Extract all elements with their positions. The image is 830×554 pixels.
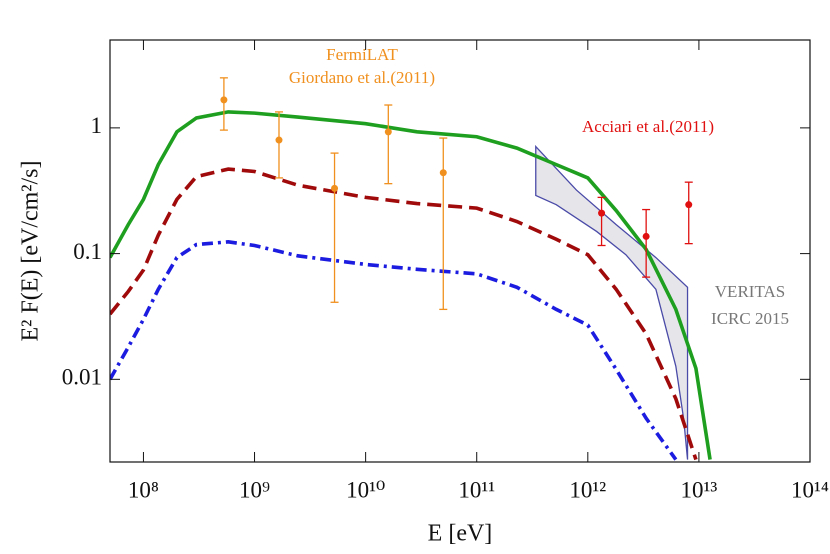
x-tick-label: 10¹⁰ <box>346 477 385 502</box>
data-point <box>384 128 392 136</box>
annotation: FermiLAT <box>326 45 398 64</box>
annotation: VERITAS <box>715 282 785 301</box>
data-point <box>439 169 447 177</box>
band <box>535 144 689 460</box>
data-point <box>685 201 693 209</box>
model-curve <box>110 110 712 460</box>
x-axis-label: E [eV] <box>428 521 493 547</box>
model-curve <box>110 240 678 461</box>
x-tick-label: 10⁹ <box>239 477 270 502</box>
x-tick-label: 10¹⁴ <box>791 477 829 502</box>
y-axis-label: E² F(E) [eV/cm²/s] <box>18 160 44 341</box>
data-point <box>598 209 606 217</box>
x-tick-label: 10¹¹ <box>458 477 495 502</box>
y-tick-label: 0.01 <box>62 365 102 390</box>
frame <box>109 39 811 463</box>
x-tick-label: 10⁸ <box>128 477 159 502</box>
y-tick-label: 0.1 <box>73 239 102 264</box>
annotation: ICRC 2015 <box>711 309 789 328</box>
annotation: Acciari et al.(2011) <box>582 117 714 136</box>
data-point <box>331 184 339 192</box>
x-tick-label: 10¹² <box>569 477 606 502</box>
model-curve <box>110 167 698 461</box>
data-point <box>642 232 650 240</box>
data-point <box>220 96 228 104</box>
x-tick-label: 10¹³ <box>681 477 718 502</box>
data-point <box>275 136 283 144</box>
plot-area <box>110 77 712 461</box>
annotation: Giordano et al.(2011) <box>289 68 435 87</box>
y-tick-label: 1 <box>91 113 103 138</box>
